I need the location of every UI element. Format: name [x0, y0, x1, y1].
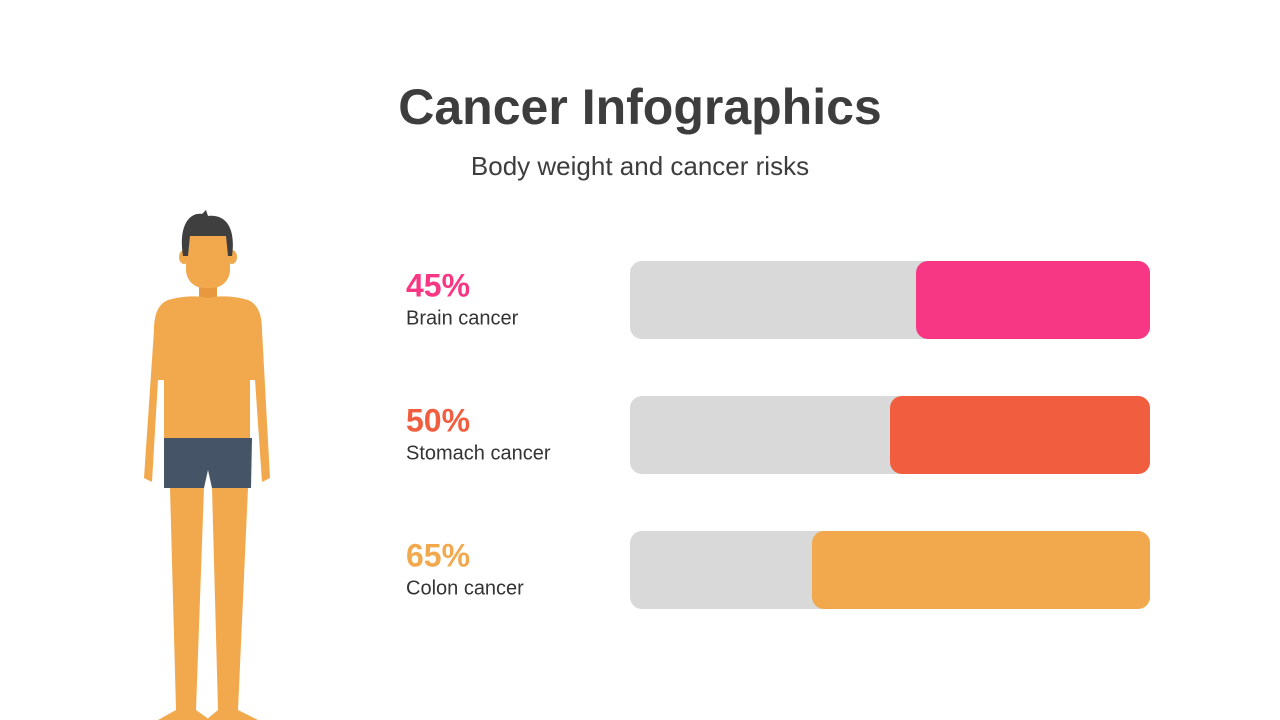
- value-label: 65%: [406, 537, 470, 573]
- category-label: Stomach cancer: [406, 442, 551, 464]
- bar: [812, 531, 1150, 609]
- value-label: 45%: [406, 267, 470, 303]
- title: Cancer Infographics: [398, 79, 881, 135]
- category-label: Brain cancer: [406, 307, 519, 329]
- category-label: Colon cancer: [406, 577, 524, 599]
- value-label: 50%: [406, 402, 470, 438]
- bar: [916, 261, 1150, 339]
- person-figure: [144, 210, 270, 720]
- bar: [890, 396, 1150, 474]
- subtitle: Body weight and cancer risks: [471, 151, 809, 181]
